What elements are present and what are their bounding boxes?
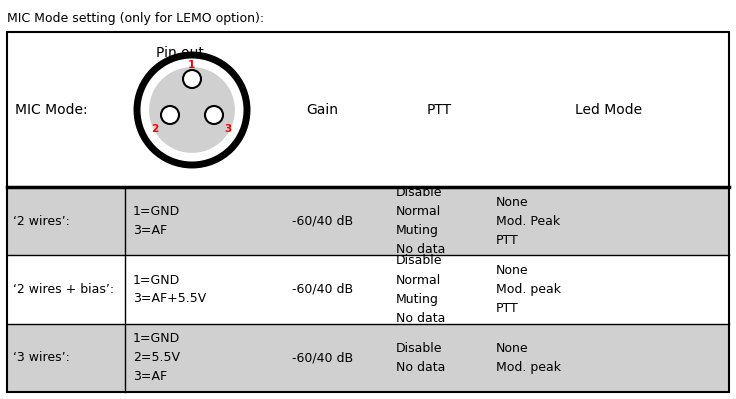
Text: Gain: Gain — [306, 103, 339, 117]
Text: Pin out: Pin out — [156, 46, 204, 60]
Circle shape — [149, 67, 235, 153]
Text: Disable
Normal
Muting
No data: Disable Normal Muting No data — [396, 186, 445, 256]
Text: MIC Mode setting (only for LEMO option):: MIC Mode setting (only for LEMO option): — [7, 12, 264, 25]
Text: None
Mod. Peak
PTT: None Mod. Peak PTT — [496, 196, 560, 247]
Bar — [7, 32, 729, 187]
Text: -60/40 dB: -60/40 dB — [292, 215, 353, 228]
Text: 3: 3 — [224, 124, 231, 134]
Bar — [7, 255, 729, 324]
Text: Disable
No data: Disable No data — [396, 342, 445, 374]
Text: Disable
Normal
Muting
No data: Disable Normal Muting No data — [396, 255, 445, 324]
Text: None
Mod. peak: None Mod. peak — [496, 342, 561, 374]
Text: Led Mode: Led Mode — [575, 103, 642, 117]
Text: ‘3 wires’:: ‘3 wires’: — [13, 352, 70, 364]
Text: 2: 2 — [151, 124, 158, 134]
Bar — [7, 187, 729, 255]
Text: 1=GND
2=5.5V
3=AF: 1=GND 2=5.5V 3=AF — [133, 332, 180, 383]
Text: MIC Mode:: MIC Mode: — [15, 103, 88, 117]
Text: 1: 1 — [188, 59, 195, 69]
Circle shape — [161, 106, 179, 124]
Text: None
Mod. peak
PTT: None Mod. peak PTT — [496, 264, 561, 315]
Text: ‘2 wires’:: ‘2 wires’: — [13, 215, 70, 228]
Bar — [7, 324, 729, 392]
Circle shape — [183, 70, 201, 88]
Circle shape — [137, 55, 247, 165]
Text: ‘2 wires + bias’:: ‘2 wires + bias’: — [13, 283, 114, 296]
Text: 1=GND
3=AF: 1=GND 3=AF — [133, 205, 180, 237]
Text: -60/40 dB: -60/40 dB — [292, 352, 353, 364]
Text: PTT: PTT — [426, 103, 452, 117]
Circle shape — [205, 106, 223, 124]
Text: -60/40 dB: -60/40 dB — [292, 283, 353, 296]
Text: 1=GND
3=AF+5.5V: 1=GND 3=AF+5.5V — [133, 273, 206, 306]
